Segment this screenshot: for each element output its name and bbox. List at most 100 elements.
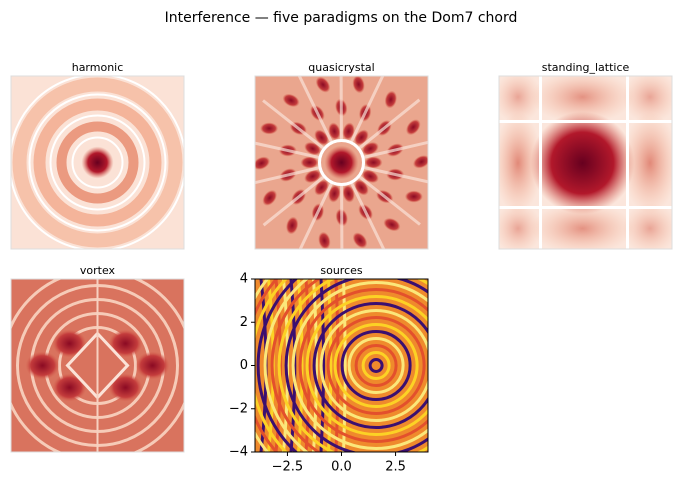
heatmap [499, 76, 672, 249]
stripe [289, 279, 297, 452]
stripe [342, 279, 347, 452]
panel-title: vortex [80, 264, 116, 277]
y-tick-label: 0 [240, 358, 248, 373]
spoke [357, 98, 421, 150]
heatmap [255, 76, 428, 249]
spoke [357, 174, 421, 226]
spoke [362, 165, 428, 184]
heatmap [11, 76, 184, 249]
wavefront [340, 330, 412, 401]
y-tick-label: 4 [240, 272, 248, 287]
spot [364, 156, 383, 169]
spot [354, 179, 369, 196]
spot [361, 141, 379, 156]
spoke [349, 76, 385, 144]
spot [255, 156, 271, 170]
wavefront [270, 279, 322, 452]
spoke [255, 166, 321, 185]
spot [315, 76, 331, 93]
cell [622, 76, 672, 124]
panel-title: harmonic [72, 61, 124, 74]
ring [71, 136, 124, 189]
spot [342, 122, 355, 141]
ring [33, 98, 162, 227]
spot [304, 141, 322, 156]
lobe [25, 351, 60, 380]
wavefront [354, 344, 398, 387]
core [81, 146, 114, 179]
cell [622, 111, 672, 215]
ring [12, 77, 183, 248]
spot [318, 231, 331, 249]
spoke [255, 141, 321, 160]
spoke [262, 99, 326, 151]
spot [314, 129, 329, 146]
figure-title: Interference — five paradigms on the Dom… [165, 10, 518, 26]
spot [285, 216, 299, 235]
spot [260, 122, 279, 135]
cell [499, 111, 542, 215]
lobe [108, 373, 143, 402]
spot [328, 122, 341, 141]
cell [530, 76, 635, 124]
wavefront [319, 309, 428, 422]
wavefront [326, 316, 426, 415]
spot [262, 189, 278, 206]
spoke [362, 140, 428, 159]
spot [352, 232, 368, 249]
ring [28, 93, 167, 232]
heatmap [11, 279, 184, 452]
spoke [298, 181, 334, 249]
node-line [539, 76, 542, 249]
spot [282, 93, 300, 108]
stripe [297, 279, 304, 452]
node-line [626, 76, 629, 249]
spoke [349, 181, 386, 249]
spot [384, 90, 398, 109]
wavefront [368, 358, 384, 373]
frame [10, 278, 185, 453]
wavefront [305, 295, 428, 436]
node-line [499, 120, 672, 123]
stripe [319, 279, 326, 452]
wavefront [256, 279, 299, 452]
wavefront [298, 288, 428, 443]
ring [56, 121, 139, 204]
wavefront [263, 279, 309, 452]
y-tick-label: −4 [229, 445, 248, 460]
frame [254, 75, 429, 250]
spot [342, 184, 355, 203]
spoke [262, 175, 326, 227]
lobe [108, 329, 143, 358]
cell [499, 76, 542, 124]
spot [412, 155, 428, 169]
wavefront [333, 323, 419, 408]
frame [498, 75, 673, 250]
spot [314, 179, 329, 196]
heatmap [255, 279, 428, 452]
panel-title: sources [320, 264, 363, 277]
lobe [52, 329, 87, 358]
panel-title: standing_lattice [542, 61, 630, 74]
node-line [499, 206, 672, 209]
y-tick-label: −2 [229, 401, 248, 416]
spot [383, 217, 401, 232]
cell [530, 111, 635, 215]
y-tick-label: 2 [240, 315, 248, 330]
spot [404, 190, 423, 203]
lobe [52, 373, 87, 402]
spoke [297, 76, 334, 144]
spot [352, 76, 365, 94]
ring [318, 139, 365, 186]
cell [530, 202, 635, 249]
panel-title: quasicrystal [308, 61, 374, 74]
spot [354, 129, 369, 146]
cell [499, 202, 542, 249]
stripe [304, 279, 311, 452]
x-tick-label: −2.5 [272, 460, 304, 475]
stripe [327, 279, 333, 452]
spot [405, 119, 421, 136]
lobe [135, 351, 170, 380]
wavefront [347, 337, 405, 394]
